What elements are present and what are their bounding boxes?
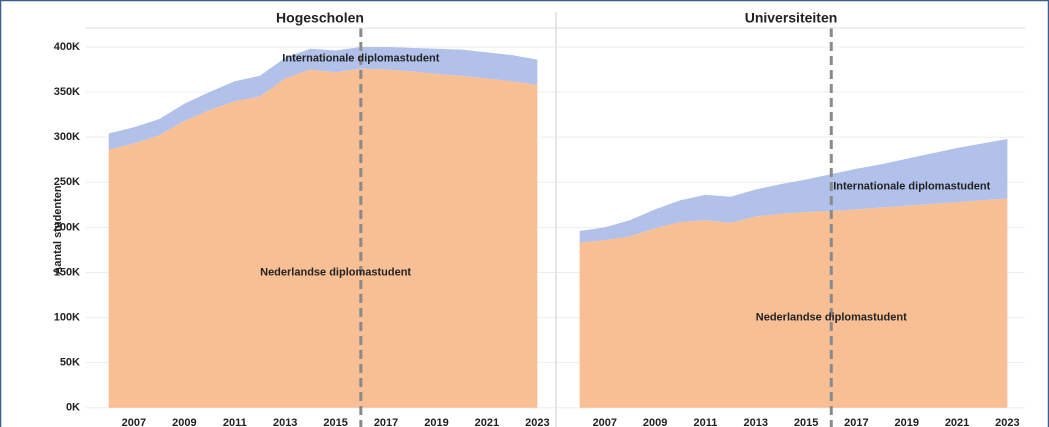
x-tick-label: 2007 — [593, 417, 617, 427]
x-tick-label: 2013 — [744, 417, 768, 427]
y-tick-label: 150K — [54, 266, 80, 278]
x-tick-label: 2009 — [643, 417, 667, 427]
y-tick-label: 50K — [60, 357, 80, 369]
y-tick-label: 200K — [54, 221, 80, 233]
y-tick-label: 0K — [66, 402, 80, 414]
panel-title: Universiteiten — [745, 10, 838, 26]
x-tick-label: 2023 — [995, 417, 1019, 427]
series-label: Internationale diplomastudent — [282, 53, 439, 65]
series-label: Internationale diplomastudent — [833, 181, 990, 193]
y-tick-label: 350K — [54, 86, 80, 98]
x-tick-label: 2013 — [273, 417, 297, 427]
x-tick-label: 2019 — [894, 417, 918, 427]
y-tick-label: 250K — [54, 176, 80, 188]
areas — [108, 28, 1008, 427]
x-tick-label: 2015 — [794, 417, 818, 427]
y-tick-label: 400K — [54, 41, 80, 53]
panel-title: Hogescholen — [276, 10, 364, 26]
x-tick-label: 2023 — [525, 417, 549, 427]
y-tick-label: 100K — [54, 311, 80, 323]
series-label: Nederlandse diplomastudent — [756, 311, 907, 323]
x-tick-label: 2017 — [374, 417, 398, 427]
x-tick-label: 2017 — [844, 417, 868, 427]
x-tick-label: 2021 — [945, 417, 969, 427]
x-tick-label: 2021 — [475, 417, 499, 427]
x-tick-label: 2011 — [694, 417, 718, 427]
x-tick-label: 2019 — [424, 417, 448, 427]
area — [108, 46, 538, 150]
series-label: Nederlandse diplomastudent — [260, 266, 411, 278]
x-tick-label: 2011 — [223, 417, 247, 427]
area — [579, 138, 1008, 243]
y-axis-label: Aantal studenten — [52, 185, 64, 275]
y-tick-label: 300K — [54, 131, 80, 143]
x-tick-label: 2007 — [122, 417, 146, 427]
x-tick-label: 2009 — [172, 417, 196, 427]
area — [108, 68, 538, 408]
area — [579, 198, 1008, 408]
x-tick-label: 2015 — [323, 417, 347, 427]
